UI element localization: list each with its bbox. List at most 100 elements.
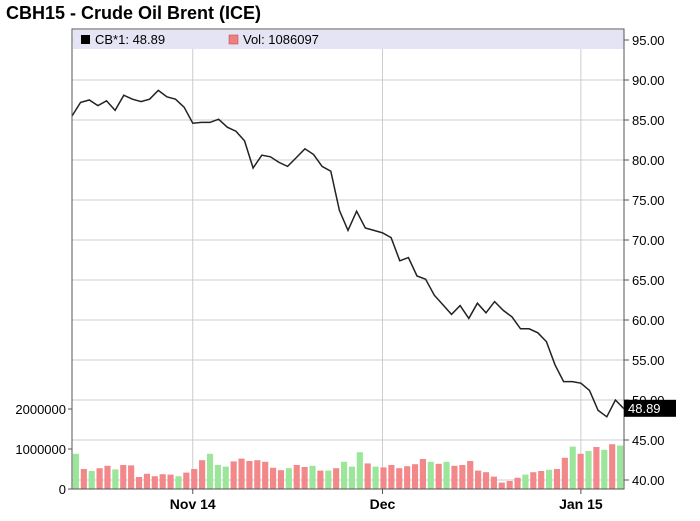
volume-bar <box>88 471 95 489</box>
volume-bar <box>72 453 80 489</box>
volume-bar <box>333 468 340 489</box>
price-tick-label: 40.00 <box>632 473 665 488</box>
volume-bar <box>498 482 505 489</box>
volume-bar <box>293 465 300 489</box>
volume-bar <box>356 452 363 489</box>
price-line <box>71 89 625 418</box>
volume-bar <box>222 466 229 489</box>
volume-bar <box>616 445 624 489</box>
volume-bar <box>159 474 166 489</box>
volume-bar <box>285 468 292 489</box>
price-tick-label: 70.00 <box>632 233 665 248</box>
price-axis: 95.00 90.00 85.00 80.00 75.00 70.00 65.00 60.00… <box>624 33 665 488</box>
volume-bar <box>609 444 616 489</box>
volume-bar <box>514 477 521 489</box>
volume-bar <box>364 463 371 489</box>
date-axis: Nov 14 Dec Jan 15 <box>170 489 603 512</box>
volume-bar <box>388 465 395 489</box>
volume-axis: 2000000 1000000 0 <box>15 402 72 497</box>
plot-area <box>72 29 624 489</box>
volume-bars <box>72 444 624 489</box>
volume-bar <box>238 458 245 489</box>
volume-bar <box>561 457 568 489</box>
volume-bar <box>325 470 332 489</box>
volume-bar <box>577 453 584 489</box>
volume-bar <box>183 472 190 489</box>
volume-bar <box>506 481 513 489</box>
volume-bar <box>482 472 490 489</box>
legend-price-swatch <box>81 35 90 44</box>
volume-bar <box>167 474 174 489</box>
volume-tick-label: 0 <box>59 482 66 497</box>
legend-volume-swatch <box>228 34 239 45</box>
date-tick-label: Nov 14 <box>170 496 216 512</box>
volume-bar <box>317 470 324 489</box>
volume-bar <box>151 476 158 489</box>
legend-price-label: CB*1: 48.89 <box>95 32 165 47</box>
volume-bar <box>206 453 214 489</box>
volume-bar <box>230 461 237 489</box>
legend: CB*1: 48.89 Vol: 1086097 <box>81 32 319 47</box>
price-tick-label: 45.00 <box>632 433 665 448</box>
volume-bar <box>569 446 576 489</box>
volume-bar <box>538 471 545 489</box>
volume-tick-label: 2000000 <box>15 402 66 417</box>
volume-bar <box>396 468 403 489</box>
volume-bar <box>553 469 561 489</box>
volume-bar <box>475 470 482 489</box>
legend-bar <box>73 30 624 49</box>
volume-bar <box>490 476 497 489</box>
volume-bar <box>530 472 537 489</box>
volume-bar <box>277 470 285 489</box>
volume-bar <box>104 465 111 489</box>
volume-bar <box>451 465 458 489</box>
volume-bar <box>80 469 87 489</box>
volume-bar <box>270 467 277 489</box>
date-tick-label: Dec <box>370 496 396 512</box>
volume-bar <box>246 461 253 489</box>
price-tick-label: 60.00 <box>632 313 665 328</box>
price-tick-label: 95.00 <box>632 33 665 48</box>
volume-bar <box>175 476 182 489</box>
plot-frame <box>71 28 625 490</box>
volume-bar <box>372 466 379 489</box>
volume-bar <box>459 465 466 489</box>
volume-tick-label: 1000000 <box>15 442 66 457</box>
volume-bar <box>522 474 529 489</box>
legend-volume-label: Vol: 1086097 <box>243 32 319 47</box>
volume-bar <box>435 463 442 489</box>
volume-bar <box>348 466 356 489</box>
volume-bar <box>112 469 119 489</box>
price-tick-label: 90.00 <box>632 73 665 88</box>
volume-bar <box>419 459 426 489</box>
volume-bar <box>128 465 135 489</box>
volume-bar <box>411 464 419 489</box>
volume-bar <box>143 473 150 489</box>
volume-bar <box>340 461 348 489</box>
volume-bar <box>467 461 474 489</box>
volume-bar <box>593 447 600 489</box>
price-tick-label: 65.00 <box>632 273 665 288</box>
volume-bar <box>96 468 103 489</box>
volume-bar <box>214 465 221 489</box>
volume-bar <box>601 449 608 489</box>
volume-bar <box>191 469 198 489</box>
last-price-marker: 48.89 <box>624 399 676 417</box>
volume-bar <box>199 460 206 489</box>
volume-bar <box>380 467 387 489</box>
volume-bar <box>443 461 450 489</box>
last-price-badge <box>624 399 676 417</box>
volume-bar <box>309 465 316 489</box>
volume-bar <box>262 461 269 489</box>
date-tick-label: Jan 15 <box>559 496 603 512</box>
price-tick-label: 75.00 <box>632 193 665 208</box>
chart-title: CBH15 - Crude Oil Brent (ICE) <box>6 3 262 23</box>
price-tick-label: 80.00 <box>632 153 665 168</box>
volume-bar <box>135 477 143 489</box>
volume-bar <box>301 467 308 489</box>
price-tick-label: 55.00 <box>632 353 665 368</box>
volume-bar <box>254 460 261 489</box>
volume-bar <box>427 461 434 489</box>
volume-bar <box>404 466 411 489</box>
